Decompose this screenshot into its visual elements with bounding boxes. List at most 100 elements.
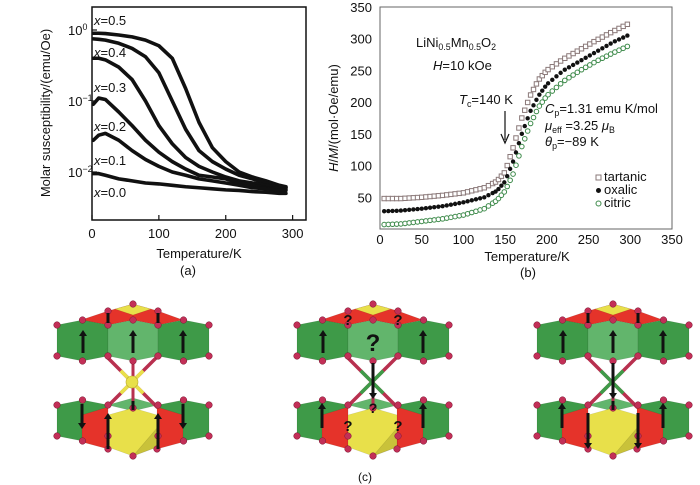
data-point — [624, 43, 631, 50]
data-point — [381, 209, 387, 214]
data-point — [579, 58, 584, 63]
text-part: x — [93, 45, 101, 60]
data-point — [411, 207, 416, 212]
spin-arrow-head — [129, 330, 137, 336]
data-point — [540, 88, 545, 93]
oxygen-atom — [344, 445, 352, 453]
spin-arrow-head — [104, 413, 112, 419]
data-point — [452, 201, 458, 207]
oxygen-atom — [634, 401, 642, 409]
y-axis-label: Molar susceptibility/(emu/Oe) — [38, 29, 53, 197]
compound-annotation: LiNi0.5Mn0.5O2 — [416, 35, 496, 52]
series-oxalic — [381, 33, 630, 214]
data-point — [402, 208, 408, 213]
spin-arrow-head — [609, 393, 617, 399]
spin-arrow-head — [559, 330, 567, 336]
data-point — [486, 192, 491, 198]
oxygen-atom — [558, 357, 567, 365]
text-part: =10 kOe — [442, 58, 492, 73]
x-tick-label: 150 — [494, 232, 516, 247]
text-part: 2 — [491, 42, 496, 52]
data-point — [542, 84, 548, 89]
text-part: /(mol·Oe/emu) — [326, 64, 341, 148]
spin-arrow-head — [419, 403, 427, 409]
oxygen-atom — [344, 401, 352, 409]
text-part: x — [93, 13, 101, 28]
oxygen-atom — [419, 396, 428, 404]
oxygen-atom — [344, 307, 352, 315]
spin-arrow-head — [584, 443, 592, 449]
oxygen-atom — [685, 321, 693, 329]
data-point — [521, 135, 528, 142]
x-tick-label: 0 — [88, 226, 95, 241]
oxygen-atom — [205, 401, 213, 409]
text-part: x — [93, 80, 101, 95]
oxygen-atom — [154, 401, 162, 409]
oxygen-atom — [584, 401, 592, 409]
data-point — [522, 107, 528, 113]
data-point — [562, 67, 567, 72]
data-point — [386, 208, 391, 214]
data-point — [530, 86, 537, 93]
data-point — [390, 208, 395, 214]
text-part: =3.25 — [562, 118, 602, 133]
text-part: eff — [552, 125, 562, 135]
oxygen-atom — [205, 432, 213, 440]
oxygen-atom — [78, 357, 87, 365]
data-point — [419, 206, 424, 211]
data-point — [536, 76, 543, 82]
series-label: x=0.4 — [93, 45, 126, 60]
oxygen-atom — [293, 321, 301, 329]
spin-arrow-head — [179, 423, 187, 429]
oxygen-atom — [104, 401, 112, 409]
oxygen-atom — [344, 432, 352, 440]
data-point — [530, 114, 537, 121]
series-citric — [381, 43, 631, 228]
data-point — [516, 140, 522, 146]
theta-annotation: θp=−89 K — [545, 134, 599, 151]
question-mark: ? — [343, 312, 352, 329]
structure-left — [53, 300, 213, 460]
field-annotation: H=10 kOe — [433, 58, 492, 73]
oxygen-atom — [533, 432, 541, 440]
text-part: θ — [545, 134, 552, 149]
data-point — [583, 55, 588, 61]
question-mark: ? — [366, 330, 381, 357]
data-point — [516, 153, 522, 159]
data-point — [608, 41, 613, 46]
spin-arrow-head — [659, 330, 667, 336]
text-part: C — [545, 101, 555, 116]
data-point — [566, 74, 572, 81]
oxygen-atom — [293, 432, 301, 440]
text-part: =0.1 — [101, 153, 127, 168]
data-point — [554, 74, 559, 79]
text-part: p — [552, 141, 557, 151]
series-line — [91, 31, 288, 189]
text-part: H — [433, 58, 443, 73]
panel-label-a: (a) — [180, 263, 196, 278]
legend-marker — [595, 200, 602, 207]
oxygen-atom — [179, 316, 188, 324]
series-line — [91, 37, 288, 190]
data-point — [440, 203, 445, 209]
oxygen-atom — [318, 357, 327, 365]
oxygen-atom — [445, 321, 453, 329]
data-point — [501, 170, 508, 176]
series-label: x=0.1 — [93, 153, 126, 168]
mu-annotation: μeff =3.25 μB — [544, 118, 615, 135]
oxygen-atom — [369, 452, 377, 460]
data-point — [537, 92, 542, 97]
spin-arrow-head — [634, 443, 642, 449]
series-line — [91, 171, 288, 196]
legend-label: tartanic — [604, 169, 647, 184]
oxygen-atom — [369, 404, 377, 412]
data-point — [616, 37, 622, 42]
legend-marker — [595, 174, 602, 181]
data-point — [524, 128, 531, 134]
data-point — [504, 183, 511, 190]
data-point — [566, 65, 572, 70]
oxygen-atom — [394, 352, 402, 360]
text-part: M — [326, 148, 341, 159]
data-point — [575, 60, 580, 65]
